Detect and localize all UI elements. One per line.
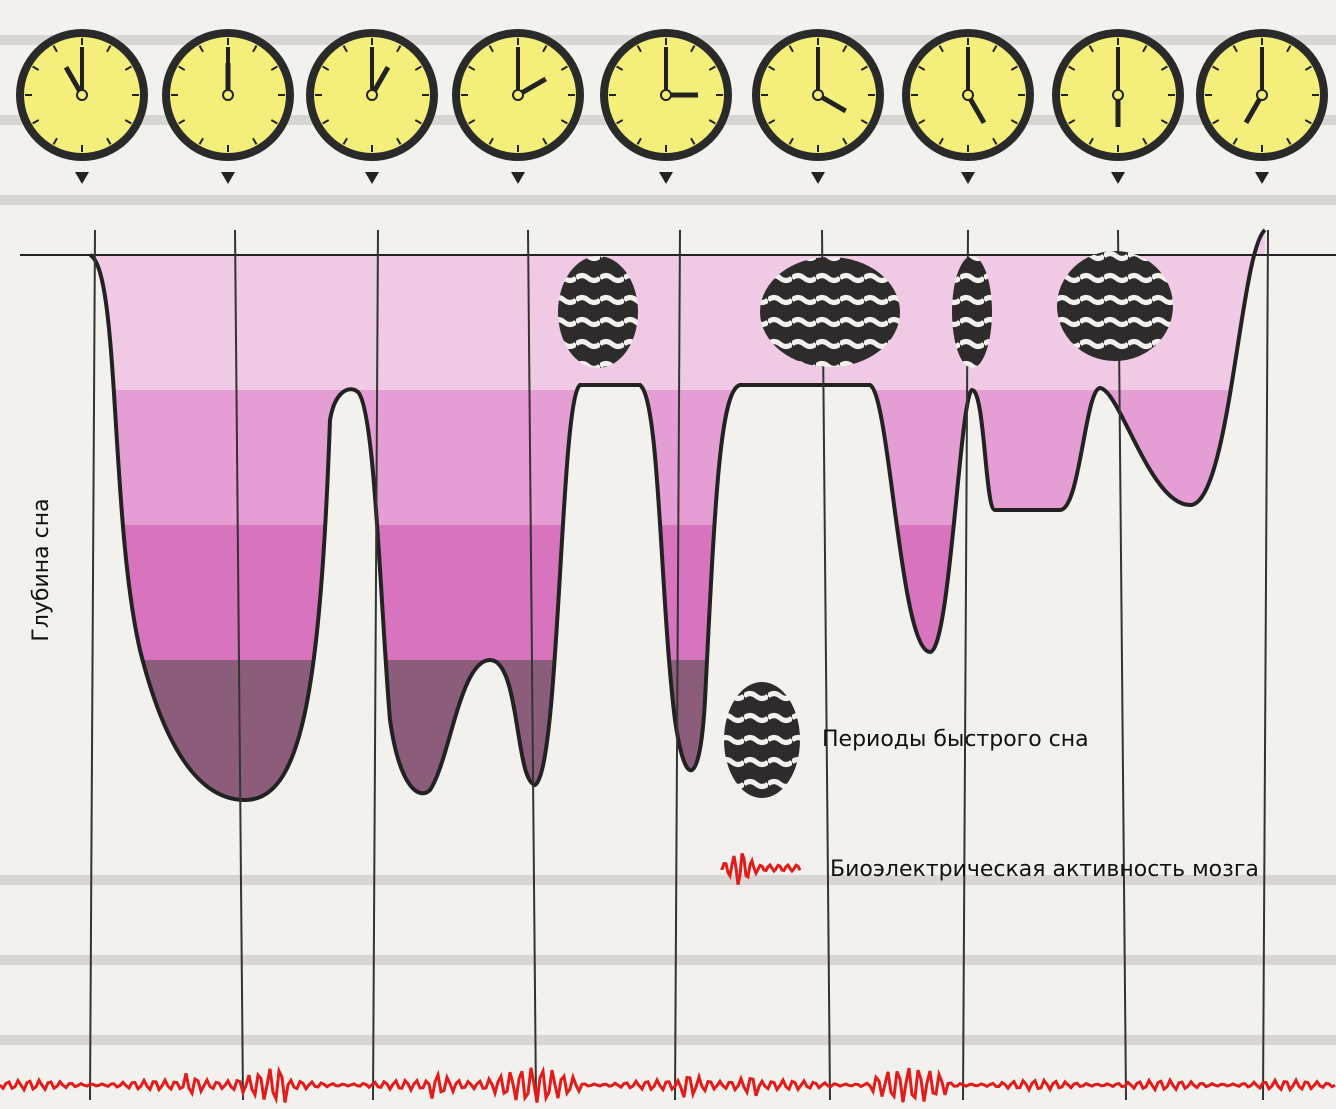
clock-marker [811,172,825,184]
page: Глубина сна Периоды быстрого сна Биоэлек… [0,0,1336,1109]
clock-marker [221,172,235,184]
clock-center [963,90,973,100]
legend-eeg-label: Биоэлектрическая активность мозга [830,857,1259,882]
clock-marker [961,172,975,184]
clock-center [1257,90,1267,100]
clock-center [1113,90,1123,100]
clock-center [367,90,377,100]
clocks [16,29,1328,184]
clock-marker [365,172,379,184]
clock-marker [1255,172,1269,184]
clock-marker [659,172,673,184]
time-line [90,230,95,1100]
clock-marker [75,172,89,184]
legend-rem-icon [724,682,800,798]
eeg-wave [0,1068,1335,1103]
legend-rem-label: Периоды быстрого сна [822,727,1089,752]
sleep-diagram: Глубина сна Периоды быстрого сна Биоэлек… [0,0,1336,1109]
clock-marker [511,172,525,184]
clock-center [661,90,671,100]
clock-center [77,90,87,100]
time-line [1263,230,1268,1100]
clock-center [813,90,823,100]
clock-marker [1111,172,1125,184]
clock-center [223,90,233,100]
clock-center [513,90,523,100]
y-axis-label: Глубина сна [29,498,54,641]
